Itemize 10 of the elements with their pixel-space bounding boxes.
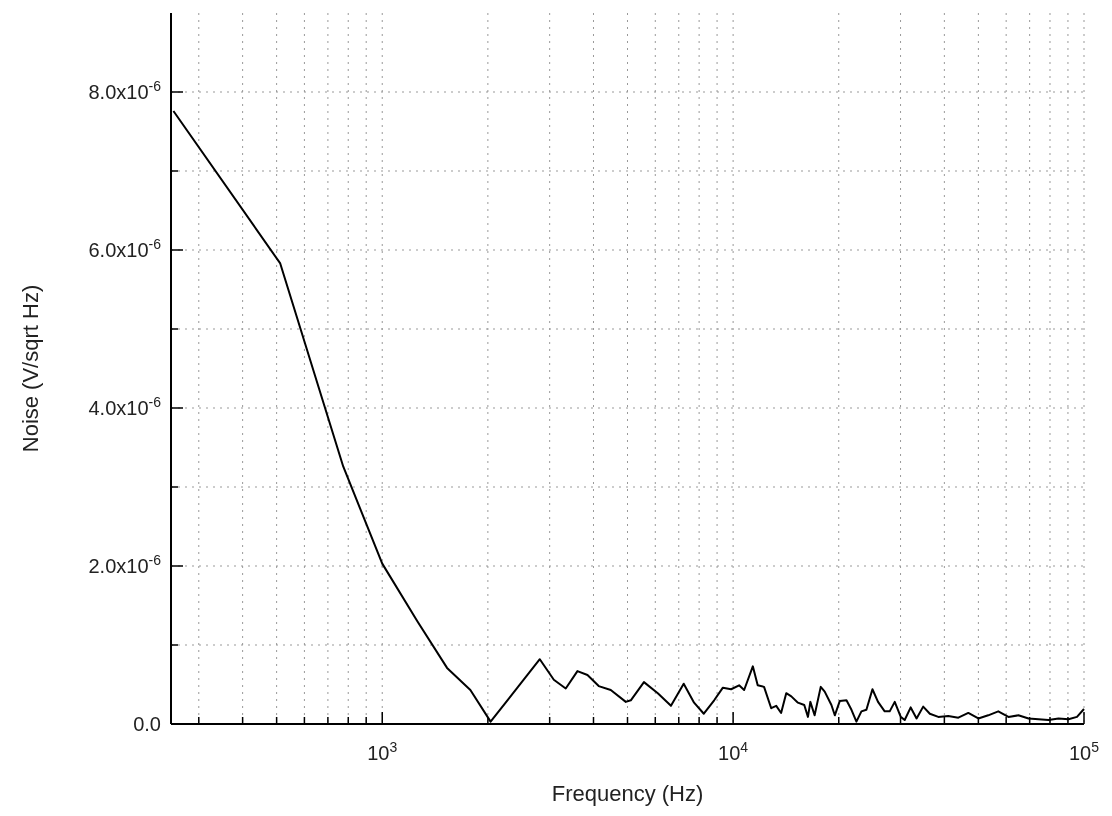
y-tick-label: 0.0 bbox=[133, 713, 161, 735]
y-tick-label: 4.0x10$^{-6}$ bbox=[88, 394, 162, 419]
x-tick-label: 10$^{5}$ bbox=[1068, 739, 1100, 764]
x-tick-label: 10$^{3}$ bbox=[367, 739, 398, 764]
y-axis-title: Noise (V/sqrt Hz) bbox=[18, 284, 43, 453]
y-tick-label: 8.0x10$^{-6}$ bbox=[88, 78, 162, 103]
x-tick-label: 10$^{4}$ bbox=[718, 739, 749, 764]
y-tick-label: 2.0x10$^{-6}$ bbox=[88, 552, 162, 577]
y-tick-label: 6.0x10$^{-6}$ bbox=[88, 236, 162, 261]
x-axis-title: Frequency (Hz) bbox=[551, 781, 704, 806]
